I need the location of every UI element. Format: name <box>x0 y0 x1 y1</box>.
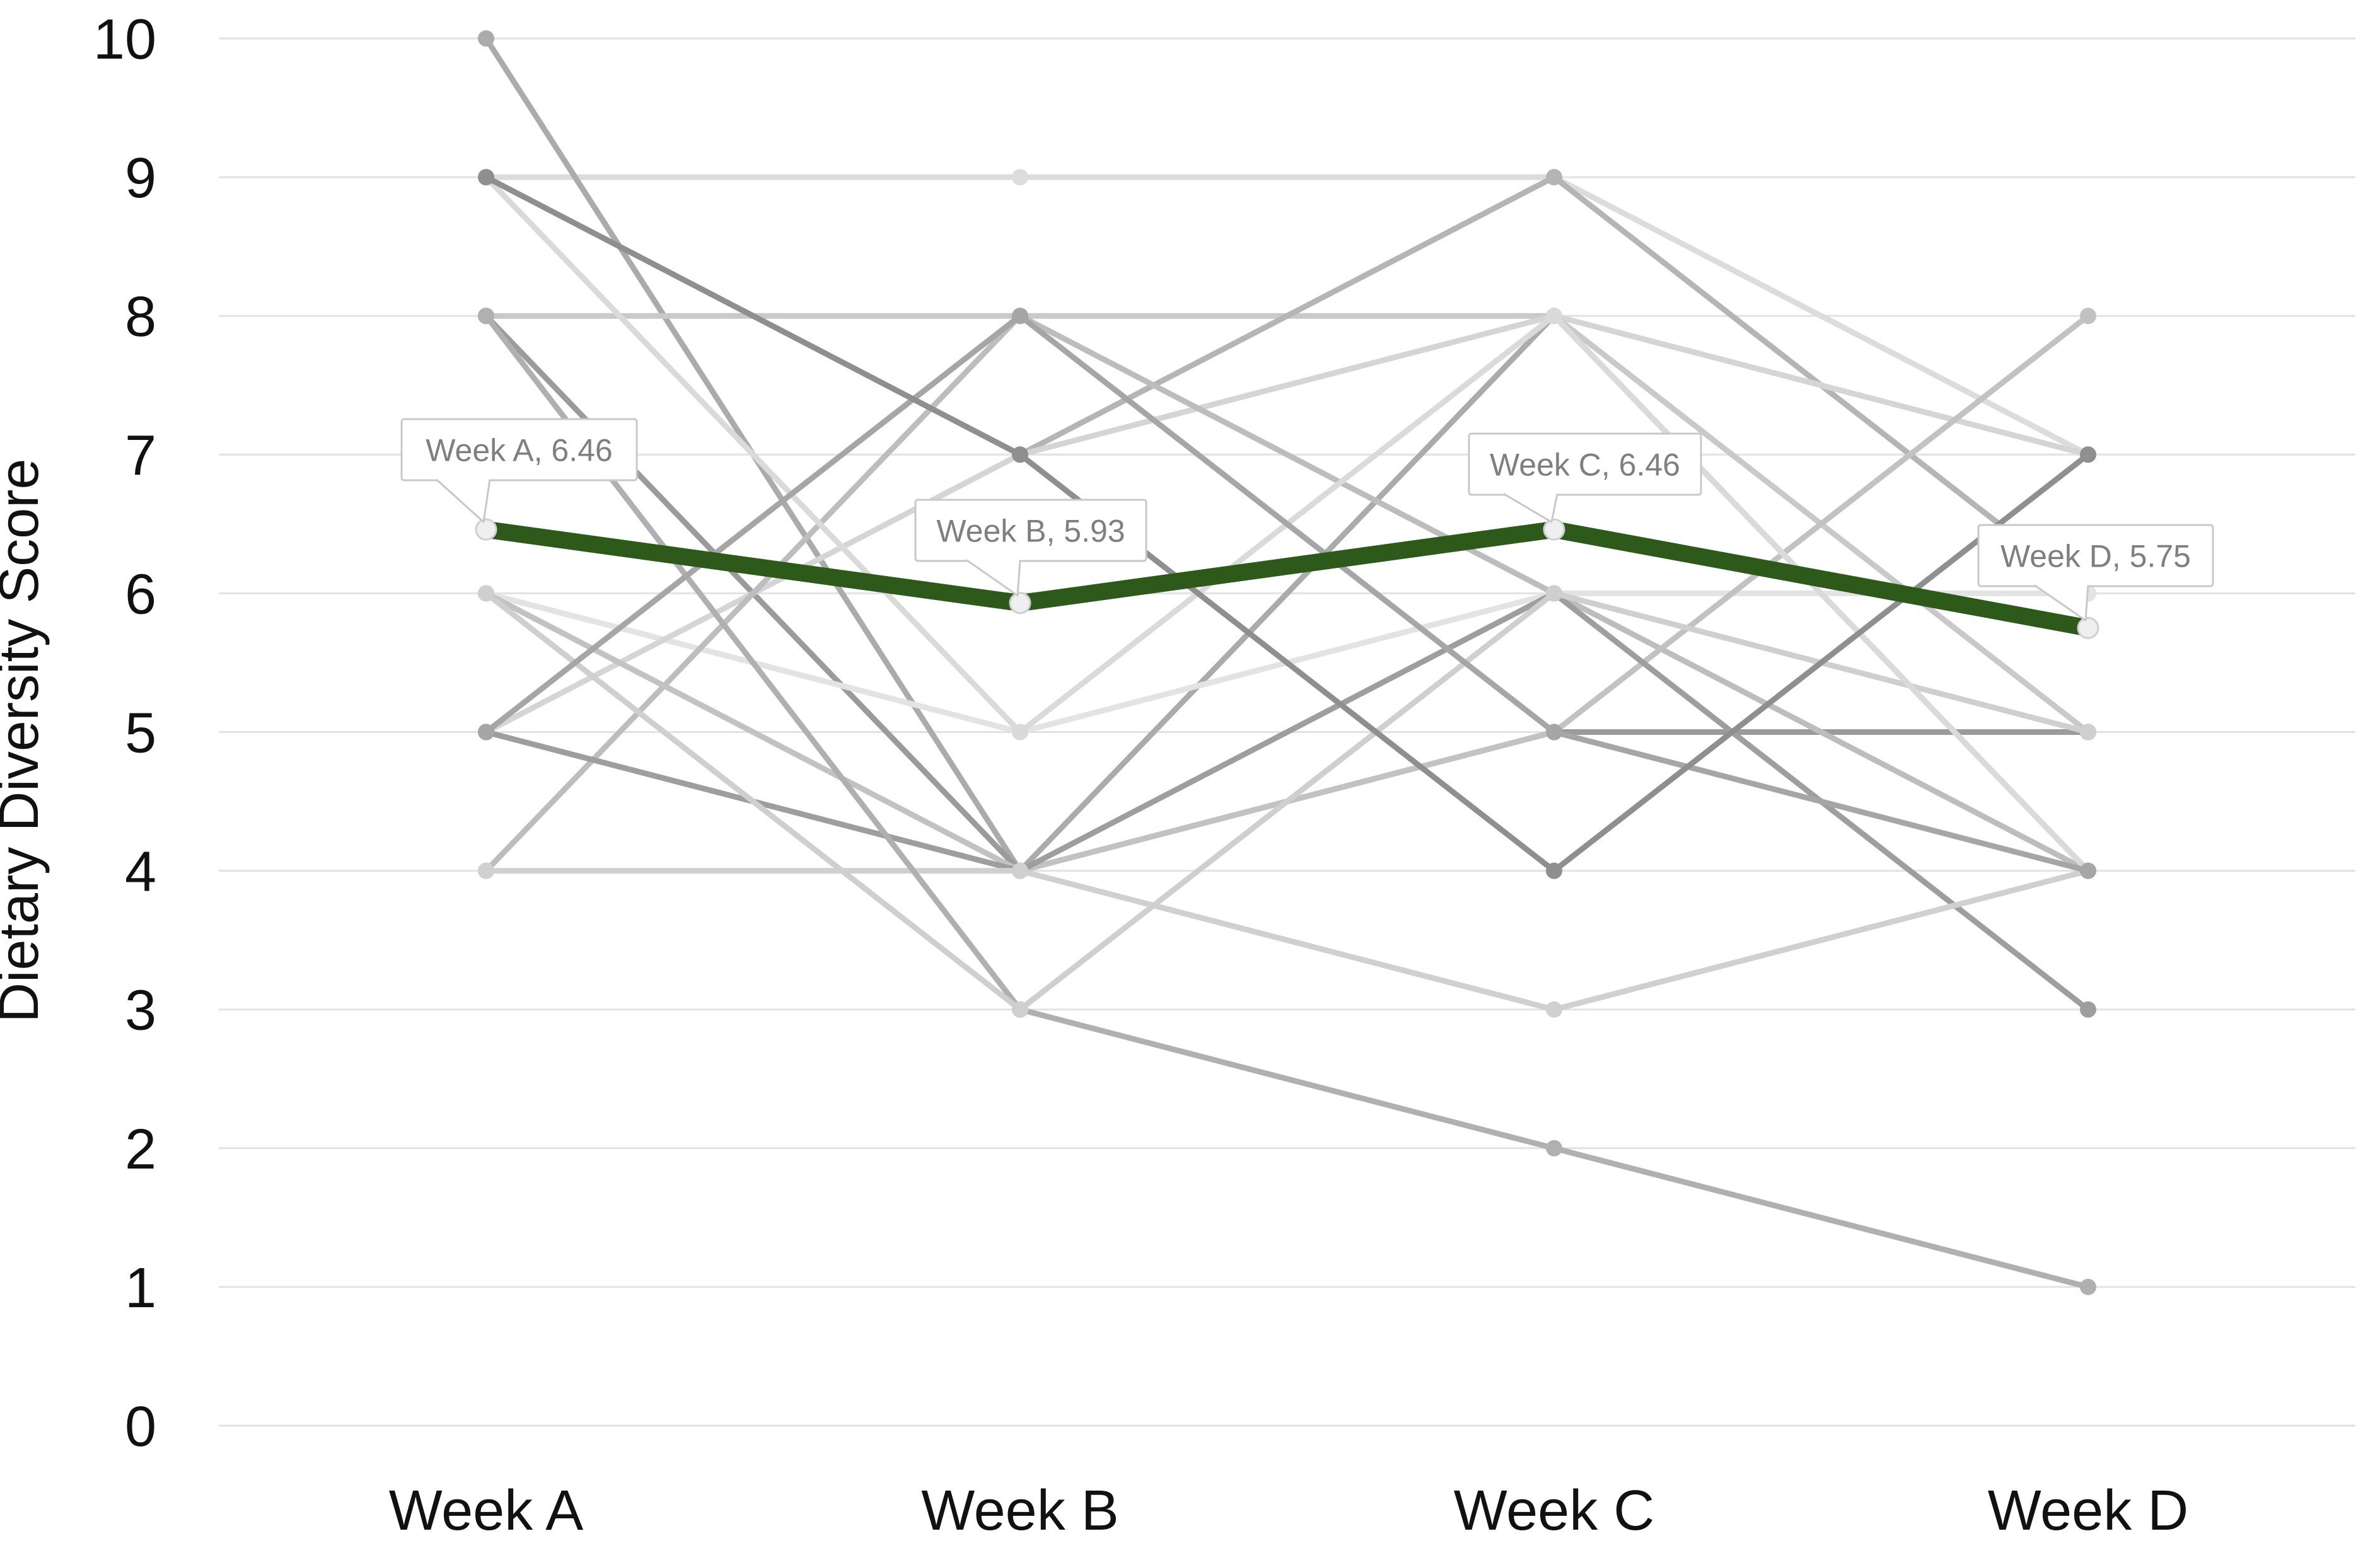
data-label-pointer <box>435 478 491 523</box>
data-label-pointer <box>1503 493 1559 523</box>
participant-marker <box>1012 308 1028 325</box>
participant-marker <box>1546 724 1562 741</box>
y-axis-title: Dietary Diversity Score <box>0 459 50 1023</box>
y-tick-label: 1 <box>125 1257 156 1320</box>
y-tick-label: 8 <box>125 286 156 349</box>
participant-line <box>483 174 2091 458</box>
participant-marker <box>478 585 494 602</box>
participant-line <box>483 174 2091 874</box>
data-label-text: Week B, 5.93 <box>936 514 1125 549</box>
participant-marker <box>1546 169 1562 186</box>
data-label-pointer <box>2034 584 2089 621</box>
participant-marker <box>1012 862 1028 879</box>
y-axis-title-group: Dietary Diversity Score <box>0 459 50 1023</box>
participant-lines-group <box>478 30 2096 1295</box>
participant-marker <box>1546 1001 1562 1018</box>
x-category-label: Week B <box>921 1479 1118 1542</box>
data-label-callout: Week A, 6.46 <box>400 418 638 523</box>
mean-line <box>477 521 2097 637</box>
participant-line <box>483 313 2091 874</box>
participant-marker <box>1546 585 1562 602</box>
data-label-text: Week A, 6.46 <box>426 433 612 468</box>
mean-marker <box>1543 518 1565 541</box>
participant-marker <box>2080 1278 2096 1295</box>
x-category-label: Week C <box>1454 1479 1654 1542</box>
mean-marker <box>1009 592 1031 615</box>
data-label-box <box>1468 432 1702 496</box>
y-tick-label: 7 <box>125 424 156 487</box>
participant-marker <box>1012 1001 1028 1018</box>
y-tick-label: 2 <box>125 1118 156 1181</box>
participant-marker <box>2080 308 2096 325</box>
y-tick-label: 9 <box>125 147 156 210</box>
x-axis-category-labels-group: Week A Week B Week C Week D <box>389 1479 2188 1542</box>
y-axis-tick-labels-group: 0 1 2 3 4 5 6 7 8 9 10 <box>93 8 156 1458</box>
data-label-text: Week D, 5.75 <box>2000 539 2191 574</box>
participant-line <box>483 313 2091 1290</box>
mean-marker <box>475 518 497 541</box>
y-tick-label: 3 <box>125 979 156 1042</box>
participant-marker <box>478 724 494 741</box>
participant-marker <box>1546 1140 1562 1157</box>
y-tick-label: 0 <box>125 1395 156 1458</box>
participant-marker <box>2080 1001 2096 1018</box>
y-tick-label: 4 <box>125 841 156 904</box>
x-category-label: Week D <box>1988 1479 2188 1542</box>
data-label-callout: Week B, 5.93 <box>914 499 1147 597</box>
participant-marker <box>2080 862 2096 879</box>
participant-marker <box>478 308 494 325</box>
data-label-box <box>1977 524 2214 587</box>
participant-marker <box>2080 446 2096 463</box>
data-label-box <box>914 499 1147 562</box>
data-label-pointer <box>966 559 1021 597</box>
data-label-callout: Week D, 5.75 <box>1977 524 2214 621</box>
participant-marker <box>1546 862 1562 879</box>
y-tick-label: 5 <box>125 702 156 765</box>
participant-marker <box>1546 308 1562 325</box>
participant-marker <box>1012 169 1028 186</box>
data-label-box <box>400 418 638 482</box>
data-label-callout: Week C, 6.46 <box>1468 432 1702 523</box>
mean-marker <box>2077 616 2099 639</box>
y-tick-label: 6 <box>125 563 156 626</box>
participant-line <box>483 313 2091 874</box>
x-category-label: Week A <box>389 1479 584 1542</box>
participant-marker <box>478 169 494 186</box>
data-label-callouts-group: Week A, 6.46 Week B, 5.93 Week C, 6.46 Week… <box>400 418 2214 621</box>
participant-marker <box>478 862 494 879</box>
y-tick-label: 10 <box>93 8 156 71</box>
participant-marker <box>2080 724 2096 741</box>
participant-marker <box>478 30 494 47</box>
participant-marker <box>1012 446 1028 463</box>
participant-line <box>483 868 2091 1013</box>
data-label-text: Week C, 6.46 <box>1490 447 1680 483</box>
mean-line-group <box>475 518 2099 639</box>
participant-marker <box>1012 724 1028 741</box>
